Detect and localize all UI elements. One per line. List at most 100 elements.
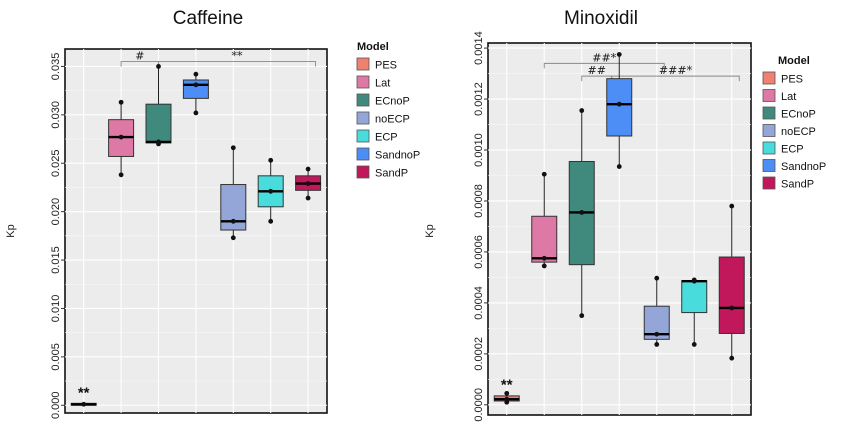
data-point bbox=[118, 99, 124, 105]
legend-title: Model bbox=[778, 55, 810, 67]
data-point bbox=[729, 305, 735, 311]
legend-title: Model bbox=[357, 41, 389, 53]
box-sandp bbox=[718, 203, 745, 361]
legend-label: SandP bbox=[781, 179, 814, 191]
chart-title: Caffeine bbox=[173, 8, 243, 29]
legend-entry-lat: Lat bbox=[762, 89, 796, 103]
legend-swatch bbox=[762, 71, 776, 85]
data-point bbox=[156, 139, 161, 145]
legend-entry-sandp: SandP bbox=[762, 176, 814, 191]
legend-entry-noecp: noECP bbox=[356, 111, 410, 126]
y-axis-label: Kp bbox=[5, 224, 17, 237]
data-point bbox=[616, 164, 622, 169]
box-body bbox=[681, 280, 708, 314]
y-axis: 0.000 0.005 0.010 0.015 0.020 0.025 0.030 0.035 bbox=[50, 53, 65, 419]
legend-label: noECP bbox=[375, 114, 410, 126]
y-tick-label: 0.0012 bbox=[473, 82, 485, 116]
data-point bbox=[616, 52, 622, 57]
legend-label: ECP bbox=[781, 144, 804, 156]
legend-entry-sandnop: SandnoP bbox=[356, 147, 420, 162]
box-sandnop bbox=[182, 71, 209, 116]
data-point bbox=[654, 331, 660, 337]
chart-title: Minoxidil bbox=[564, 8, 638, 29]
legend-label: noECP bbox=[781, 126, 816, 138]
y-tick-label: 0.035 bbox=[50, 53, 62, 81]
legend-swatch bbox=[356, 57, 370, 71]
legend-entry-pes: PES bbox=[762, 71, 803, 86]
legend-entry-sandp: SandP bbox=[356, 165, 408, 180]
caffeine-panel: Caffeine 0.0000.0050.0100.0150.0200.0250… bbox=[5, 8, 328, 419]
box-ecnop bbox=[145, 64, 172, 147]
legend-swatch bbox=[762, 176, 776, 190]
data-point bbox=[504, 396, 510, 402]
annotations: ##*## ###* ** bbox=[501, 51, 740, 394]
legend-entry-sandnop: SandnoP bbox=[762, 159, 826, 173]
data-point bbox=[305, 195, 311, 201]
legend-minoxidil: Model PES Lat ECnoP noECP ECP SandnoP SandP bbox=[762, 55, 826, 191]
legend-swatch bbox=[356, 111, 370, 125]
box-pes bbox=[70, 401, 97, 407]
box-lat bbox=[108, 99, 135, 178]
data-point bbox=[81, 401, 87, 407]
legend-label: PES bbox=[375, 60, 397, 72]
data-point bbox=[230, 145, 236, 151]
box-sandp bbox=[295, 166, 322, 201]
legend-entry-ecnop: ECnoP bbox=[356, 93, 410, 108]
legend-label: ECP bbox=[375, 132, 398, 144]
box-body bbox=[606, 78, 633, 137]
data-point bbox=[541, 255, 547, 261]
legend-label: Lat bbox=[375, 78, 390, 90]
box-noecp bbox=[220, 145, 247, 241]
data-point bbox=[268, 188, 274, 194]
data-point bbox=[156, 64, 161, 69]
significance-label: ** bbox=[232, 50, 244, 63]
data-point bbox=[193, 82, 199, 88]
data-point bbox=[230, 235, 236, 241]
box-body bbox=[145, 103, 172, 144]
y-tick-label: 0.020 bbox=[50, 198, 62, 226]
box-ecp bbox=[681, 277, 708, 347]
legend-swatch bbox=[356, 75, 370, 89]
significance-stars: ** bbox=[501, 377, 513, 394]
significance-label: ##* bbox=[592, 51, 616, 64]
legend-swatch bbox=[356, 129, 370, 143]
legend-entries: PES Lat ECnoP noECP ECP SandnoP SandP bbox=[762, 71, 826, 191]
data-point bbox=[729, 203, 735, 209]
box-lat bbox=[531, 171, 558, 269]
y-tick-label: 0.0000 bbox=[473, 388, 485, 422]
legend-caffeine: Model PES Lat ECnoP noECP ECP SandnoP SandP bbox=[356, 41, 420, 180]
legend-swatch bbox=[762, 89, 776, 102]
boxes bbox=[70, 64, 322, 407]
data-point bbox=[729, 355, 735, 361]
data-point bbox=[268, 157, 274, 163]
data-point bbox=[504, 390, 510, 396]
legend-entry-ecp: ECP bbox=[762, 141, 804, 156]
significance-label: # bbox=[135, 50, 144, 63]
legend-entry-ecnop: ECnoP bbox=[762, 106, 816, 121]
y-axis: 0.0000 0.0002 0.0004 0.0006 0.0008 0.0010 0.00… bbox=[473, 31, 488, 422]
y-tick-label: 0.0006 bbox=[473, 235, 485, 269]
legend-label: ECnoP bbox=[781, 109, 816, 121]
data-point bbox=[118, 134, 124, 140]
data-point bbox=[579, 108, 585, 113]
significance-stars: ** bbox=[78, 384, 90, 401]
box-body bbox=[718, 256, 745, 334]
legend-label: ECnoP bbox=[375, 96, 410, 108]
y-axis-label: Kp bbox=[424, 224, 436, 237]
box-body bbox=[531, 215, 558, 263]
legend-swatch bbox=[356, 147, 370, 161]
boxes bbox=[493, 52, 745, 405]
y-tick-label: 0.0008 bbox=[473, 184, 485, 218]
data-point bbox=[268, 218, 274, 224]
y-tick-label: 0.030 bbox=[50, 101, 62, 129]
legend-label: SandnoP bbox=[781, 161, 826, 173]
data-point bbox=[193, 71, 199, 77]
box-noecp bbox=[643, 275, 670, 347]
data-point bbox=[118, 172, 124, 178]
data-point bbox=[230, 218, 236, 224]
box-ecnop bbox=[568, 108, 595, 319]
box-pes bbox=[493, 390, 520, 405]
data-point bbox=[305, 181, 311, 186]
legend-entry-ecp: ECP bbox=[356, 129, 398, 144]
y-tick-label: 0.000 bbox=[50, 391, 62, 419]
